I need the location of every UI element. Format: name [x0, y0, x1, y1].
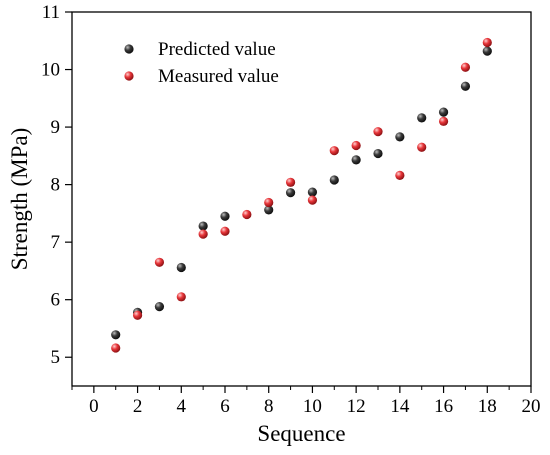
measured-point — [111, 343, 121, 353]
x-tick-label: 12 — [347, 396, 366, 417]
measured-point — [438, 116, 449, 126]
y-tick-label: 10 — [41, 60, 60, 81]
legend-marker-predicted — [124, 44, 134, 54]
measured-point — [264, 197, 274, 208]
measured-point — [198, 229, 208, 239]
predicted-point — [438, 107, 449, 117]
x-axis-title: Sequence — [257, 421, 345, 446]
measured-point — [220, 226, 230, 236]
measured-point — [242, 209, 252, 220]
predicted-point — [198, 221, 208, 231]
measured-point — [329, 146, 339, 156]
predicted-point — [482, 46, 492, 56]
x-axis-ticks: 0 2 4 6 8 10 12 14 16 18 20 — [89, 386, 541, 417]
measured-point — [373, 127, 383, 137]
legend-marker-measured — [124, 71, 134, 81]
predicted-point — [395, 132, 405, 142]
plot-area-frame — [71, 11, 532, 387]
measured-point — [154, 257, 165, 267]
x-tick-label: 6 — [220, 396, 230, 417]
x-minor-ticks — [71, 386, 510, 390]
y-tick-label: 11 — [42, 2, 60, 23]
x-tick-label: 20 — [522, 396, 541, 417]
x-tick-label: 16 — [434, 396, 453, 417]
legend-label-predicted: Predicted value — [158, 39, 276, 60]
x-tick-label: 4 — [177, 396, 187, 417]
y-axis-ticks: 5 6 7 8 9 10 11 — [41, 2, 72, 368]
measured-point — [307, 195, 318, 205]
y-tick-label: 5 — [51, 347, 61, 368]
predicted-point — [111, 330, 121, 340]
y-tick-label: 8 — [51, 175, 61, 196]
predicted-point — [220, 211, 230, 221]
x-tick-label: 10 — [303, 396, 322, 417]
x-tick-label: 8 — [264, 396, 274, 417]
predicted-point — [307, 187, 318, 197]
predicted-point — [264, 205, 274, 215]
predicted-point — [154, 301, 165, 312]
y-tick-label: 6 — [51, 290, 61, 311]
predicted-point — [176, 262, 186, 273]
predicted-point — [460, 81, 471, 91]
measured-point — [285, 177, 296, 187]
predicted-point — [351, 155, 361, 165]
measured-point — [132, 310, 143, 320]
y-tick-label: 9 — [51, 117, 61, 138]
measured-point — [417, 142, 427, 152]
measured-point — [176, 292, 186, 302]
y-tick-label: 7 — [51, 232, 61, 253]
legend: Predicted value Measured value — [124, 39, 279, 87]
x-tick-label: 0 — [89, 396, 99, 417]
measured-point — [460, 62, 471, 72]
predicted-point — [329, 175, 339, 185]
measured-point — [351, 140, 361, 151]
x-tick-label: 14 — [390, 396, 410, 417]
x-tick-label: 2 — [133, 396, 143, 417]
data-points — [111, 37, 492, 353]
legend-label-measured: Measured value — [158, 66, 279, 87]
predicted-point — [417, 113, 427, 123]
y-axis-title: Strength (MPa) — [7, 128, 32, 270]
predicted-point — [373, 148, 383, 159]
x-tick-label: 18 — [478, 396, 497, 417]
predicted-point — [285, 188, 296, 198]
measured-point — [395, 170, 405, 181]
measured-point — [482, 37, 492, 48]
